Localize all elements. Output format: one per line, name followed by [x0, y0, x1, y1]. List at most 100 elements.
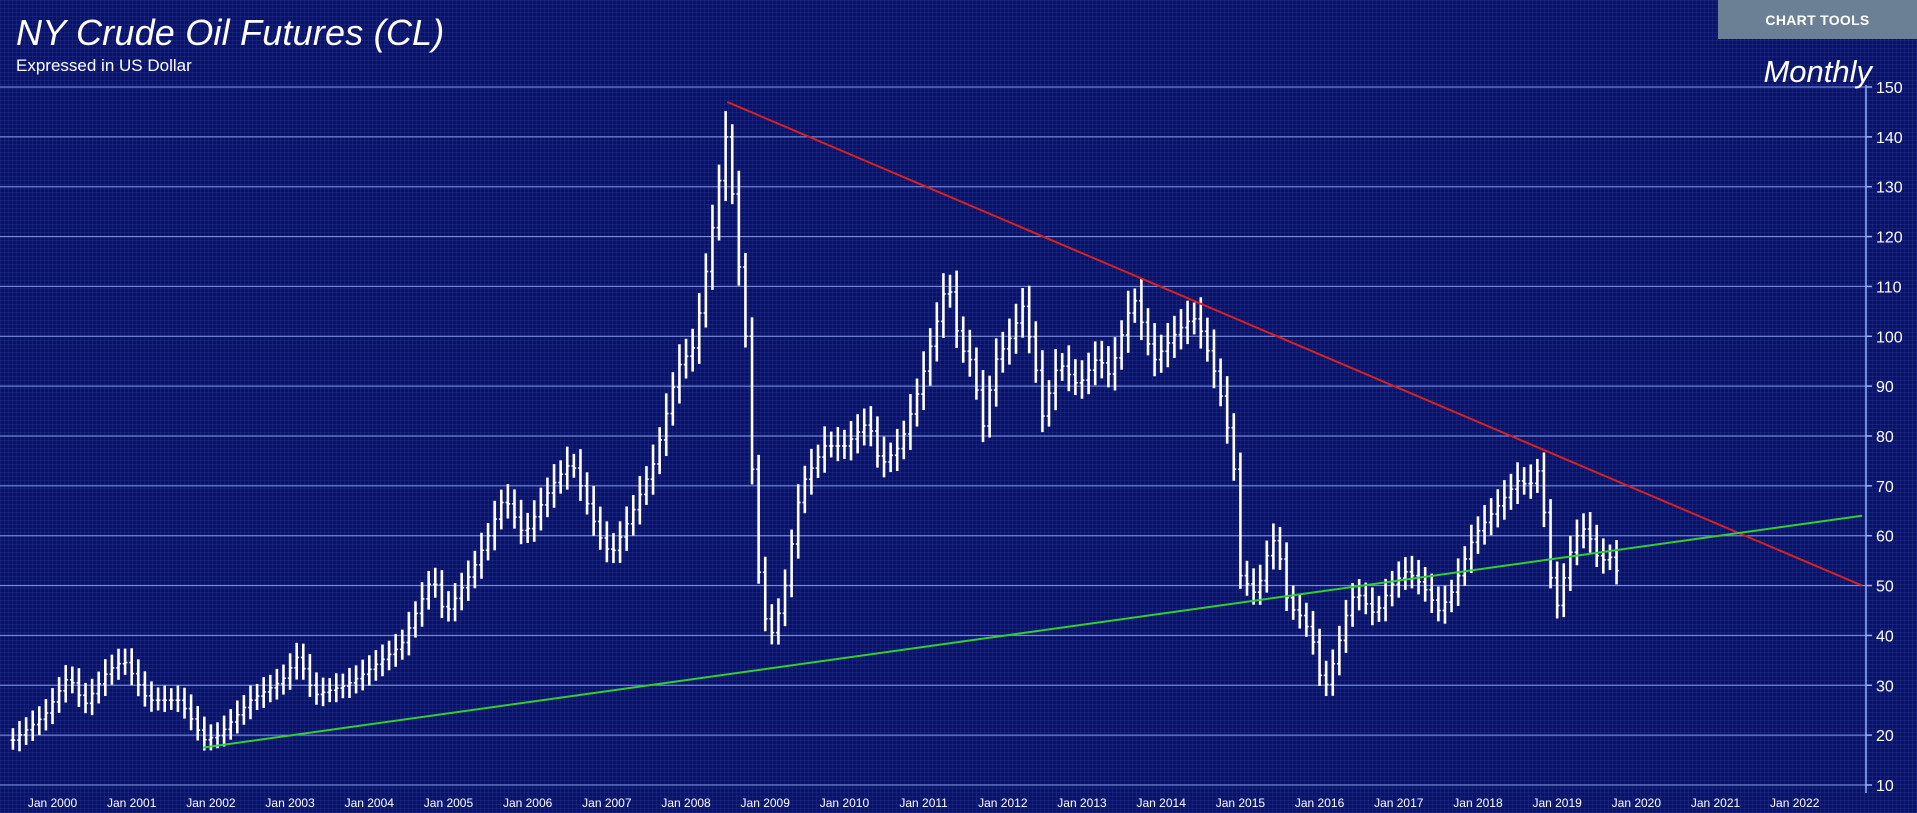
ohlc-bar — [1231, 413, 1237, 481]
ohlc-bar — [221, 715, 227, 747]
ohlc-bar — [723, 111, 728, 202]
ohlc-bar — [1515, 462, 1520, 504]
ohlc-bar — [1000, 331, 1006, 373]
x-tick-label-2005: Jan 2005 — [424, 796, 474, 810]
ohlc-bar — [1073, 359, 1078, 396]
ohlc-bar — [551, 464, 557, 508]
ohlc-bar — [1139, 278, 1144, 341]
ohlc-bar — [1257, 564, 1263, 605]
ohlc-bar — [1548, 499, 1553, 589]
ohlc-bar — [1099, 340, 1105, 379]
ohlc-bar — [10, 728, 16, 750]
y-tick-label-10: 10 — [1876, 778, 1894, 795]
y-tick-label-90: 90 — [1876, 379, 1894, 396]
ohlc-bar — [815, 444, 821, 479]
ohlc-bar — [1614, 540, 1619, 585]
ohlc-bar — [835, 426, 841, 462]
ohlc-bar — [960, 316, 966, 363]
ohlc-bar — [1488, 498, 1494, 536]
chart-tools-button[interactable]: CHART TOOLS — [1718, 0, 1917, 39]
ohlc-bar — [1020, 287, 1025, 338]
ohlc-bar — [1581, 513, 1586, 549]
ohlc-bar — [908, 394, 913, 451]
ohlc-bar — [241, 695, 247, 725]
x-tick-label-2001: Jan 2001 — [107, 796, 157, 810]
ohlc-bar — [142, 671, 148, 707]
ohlc-bar — [848, 421, 854, 461]
ohlc-bar — [690, 328, 695, 372]
ohlc-bar — [525, 512, 530, 543]
ohlc-bar — [967, 329, 973, 377]
x-tick-label-2000: Jan 2000 — [28, 796, 78, 810]
x-tick-label-2020: Jan 2020 — [1612, 796, 1662, 810]
ohlc-bar — [281, 664, 286, 695]
ohlc-bar — [452, 583, 458, 622]
ohlc-bar — [116, 648, 121, 680]
ohlc-bar — [1350, 583, 1355, 627]
ohlc-bar — [386, 640, 392, 671]
y-tick-label-140: 140 — [1876, 130, 1903, 147]
ohlc-bar — [974, 347, 979, 400]
y-tick-label-130: 130 — [1876, 180, 1903, 197]
ohlc-bar — [1106, 346, 1111, 388]
ohlc-bar — [657, 427, 662, 475]
trendlines — [202, 101, 1863, 749]
ohlc-bar — [498, 489, 504, 530]
ohlc-bar — [76, 668, 82, 707]
ohlc-bar — [1086, 352, 1091, 395]
ohlc-bar — [1343, 599, 1349, 653]
ohlc-bar — [630, 495, 636, 536]
ohlc-bar — [215, 722, 220, 749]
ohlc-bar — [195, 706, 201, 741]
ohlc-bar — [564, 446, 570, 490]
x-tick-label-2013: Jan 2013 — [1057, 796, 1107, 810]
ohlc-bar — [23, 717, 29, 745]
ohlc-bar — [604, 521, 610, 563]
ohlc-bar — [1363, 582, 1369, 615]
ohlc-bar — [1594, 524, 1600, 567]
ohlc-bar — [624, 506, 629, 551]
ohlc-bar — [96, 671, 102, 704]
ohlc-bar — [360, 659, 365, 691]
ohlc-bar — [1277, 526, 1283, 570]
ohlc-bar — [248, 685, 253, 720]
y-tick-label-40: 40 — [1876, 628, 1894, 645]
ohlc-bar — [683, 338, 689, 379]
ohlc-bar — [1323, 660, 1329, 697]
ohlc-bar — [861, 408, 867, 446]
ohlc-bar — [670, 372, 676, 426]
ohlc-bar — [1251, 568, 1256, 605]
ohlc-bar — [419, 582, 425, 627]
ohlc-bar — [1224, 376, 1230, 444]
ohlc-bar — [459, 572, 464, 611]
chart-title: NY Crude Oil Futures (CL) — [16, 12, 445, 53]
ohlc-bar — [703, 253, 709, 328]
ohlc-bar — [1092, 341, 1098, 386]
ohlc-bar — [109, 654, 115, 685]
ohlc-bar — [175, 685, 181, 712]
ohlc-bar — [102, 659, 108, 696]
ohlc-bar — [776, 598, 781, 645]
x-tick-label-2021: Jan 2021 — [1691, 796, 1741, 810]
x-tick-label-2007: Jan 2007 — [582, 796, 632, 810]
ohlc-bar — [1297, 593, 1303, 629]
ohlc-bar — [399, 629, 405, 660]
y-axis-labels: 10 20 30 40 50 60 70 80 90 100 110 120 130 140 150 — [1866, 80, 1903, 795]
ohlc-bar — [274, 668, 280, 700]
y-tick-label-120: 120 — [1876, 230, 1903, 247]
ohlc-bar — [696, 293, 702, 364]
ohlc-bar — [795, 484, 801, 559]
ohlc-bar — [710, 204, 715, 290]
ohlc-bar — [1469, 524, 1474, 574]
ohlc-bar — [1205, 317, 1210, 362]
ohlc-bar — [855, 414, 860, 454]
y-tick-label-80: 80 — [1876, 429, 1894, 446]
ohlc-bar — [1587, 512, 1593, 553]
ohlc-bar — [300, 643, 306, 680]
chart-subtitle: Expressed in US Dollar — [16, 56, 192, 75]
ohlc-bar — [1462, 546, 1468, 586]
ohlc-bar — [749, 317, 755, 485]
ohlc-bar — [769, 604, 775, 645]
ohlc-bar — [518, 499, 524, 545]
period-label: Monthly — [1763, 54, 1872, 89]
